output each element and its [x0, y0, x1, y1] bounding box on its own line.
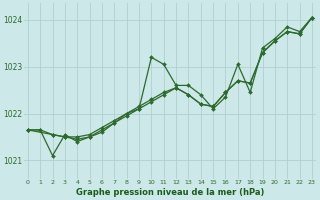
X-axis label: Graphe pression niveau de la mer (hPa): Graphe pression niveau de la mer (hPa) [76, 188, 264, 197]
